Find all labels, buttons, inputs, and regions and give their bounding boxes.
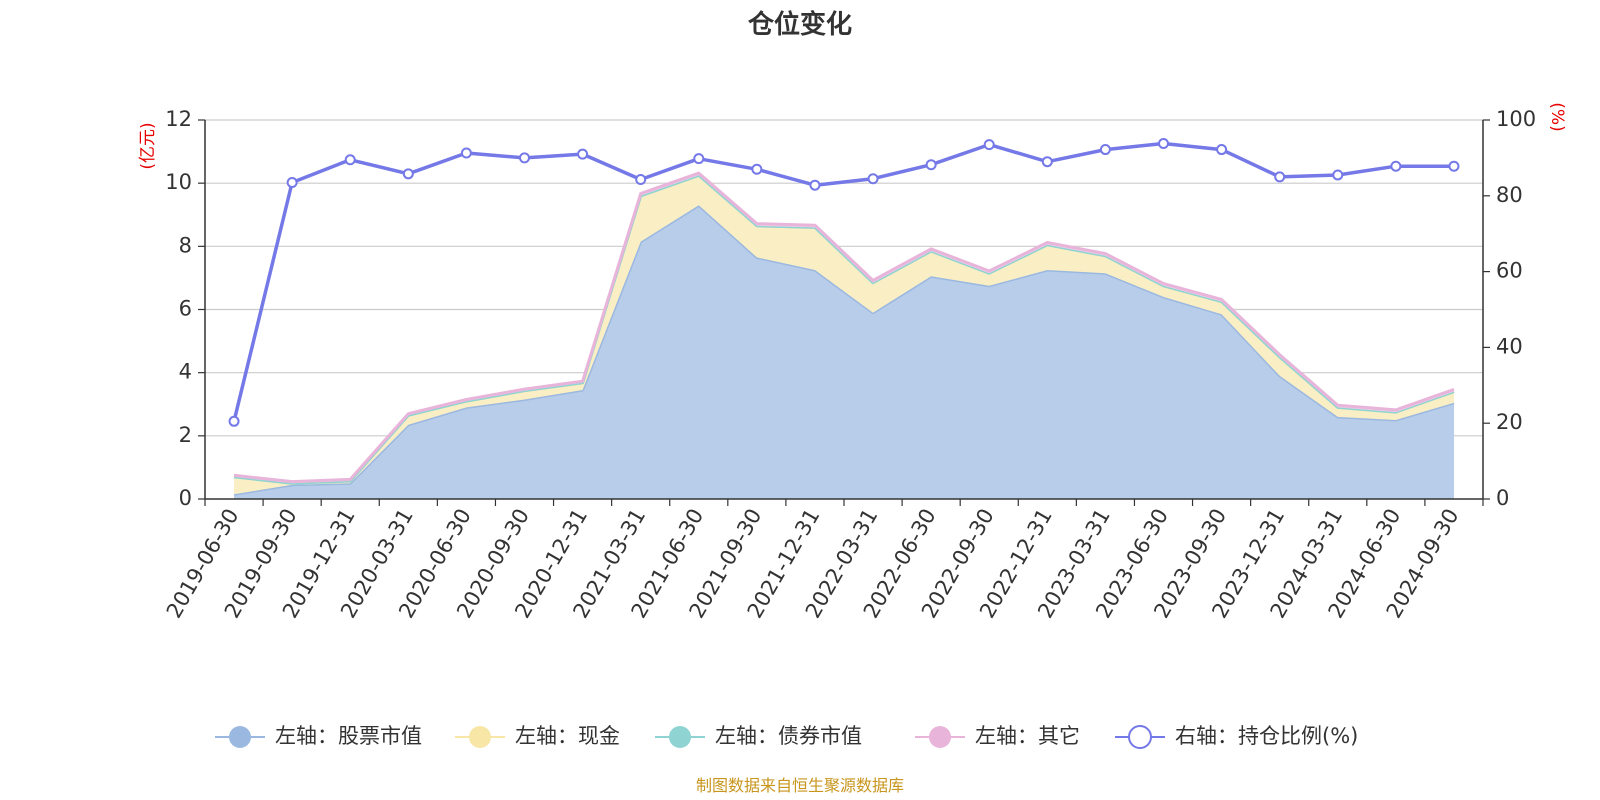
right-axis-tick-label: 20 [1496, 410, 1523, 434]
left-axis-tick-label: 4 [179, 360, 192, 384]
legend-item: 左轴：债券市值 [655, 724, 862, 748]
ratio-point [286, 177, 298, 189]
legend-label: 左轴：债券市值 [715, 724, 862, 748]
area-edge-3 [233, 171, 1455, 484]
ratio-point [1158, 137, 1169, 149]
left-axis-tick-label: 10 [165, 170, 192, 194]
legend-marker [1128, 725, 1152, 749]
ratio-point [402, 168, 414, 180]
legend-label: 右轴：持仓比例(%) [1175, 724, 1358, 748]
ratio-point [1332, 169, 1344, 181]
legend-label: 左轴：股票市值 [275, 724, 422, 748]
left-axis-unit: (亿元) [138, 122, 158, 169]
chart-title: 仓位变化 [747, 9, 852, 40]
legend-item: 左轴：现金 [455, 724, 620, 748]
ratio-point [228, 415, 240, 427]
legend: 左轴：股票市值 左轴：现金 左轴：债券市值 左轴：其它 右轴：持仓比例(%) [215, 724, 1358, 749]
legend-item: 左轴：股票市值 [215, 724, 422, 748]
right-axis-tick-label: 40 [1496, 334, 1523, 358]
left-axis-tick-label: 0 [179, 486, 192, 510]
ratio-point [809, 179, 821, 191]
legend-marker [669, 726, 691, 748]
left-axis-tick-label: 2 [179, 423, 192, 447]
left-axis-tick-label: 8 [179, 233, 192, 257]
ratio-point [1274, 171, 1286, 183]
ratio-point [1448, 160, 1460, 172]
ratio-point [1216, 144, 1228, 156]
ratio-point [925, 159, 937, 171]
ratio-point [1041, 156, 1053, 168]
right-axis-tick-label: 0 [1496, 486, 1509, 510]
data-source-note: 制图数据来自恒生聚源数据库 [696, 776, 904, 795]
legend-marker [229, 726, 251, 748]
ratio-point [867, 173, 879, 185]
legend-marker [469, 726, 491, 748]
left-axis-tick-label: 6 [179, 297, 192, 321]
right-axis-tick-label: 60 [1496, 259, 1523, 283]
right-axis-tick-label: 100 [1496, 107, 1536, 131]
legend-marker [929, 726, 951, 748]
ratio-point [635, 174, 647, 186]
ratio-line-layer [228, 137, 1460, 427]
ratio-point [519, 152, 530, 164]
ratio-line [232, 141, 1454, 422]
area-fill-0 [234, 205, 1454, 500]
ratio-point [344, 154, 356, 166]
ratio-point [693, 153, 705, 165]
ratio-point [983, 139, 995, 151]
area-series-layer [233, 171, 1455, 500]
legend-label: 左轴：其它 [975, 724, 1080, 748]
ratio-point [1099, 144, 1111, 156]
ratio-point [1390, 160, 1402, 172]
right-axis-unit: (%) [1547, 102, 1567, 131]
left-axis-tick-label: 12 [165, 107, 192, 131]
legend-label: 左轴：现金 [515, 724, 620, 748]
ratio-point [751, 163, 763, 175]
ratio-point [577, 148, 589, 160]
legend-item: 左轴：其它 [915, 724, 1080, 748]
right-axis-tick-label: 80 [1496, 183, 1523, 207]
ratio-point [460, 147, 472, 159]
legend-item: 右轴：持仓比例(%) [1115, 724, 1358, 749]
